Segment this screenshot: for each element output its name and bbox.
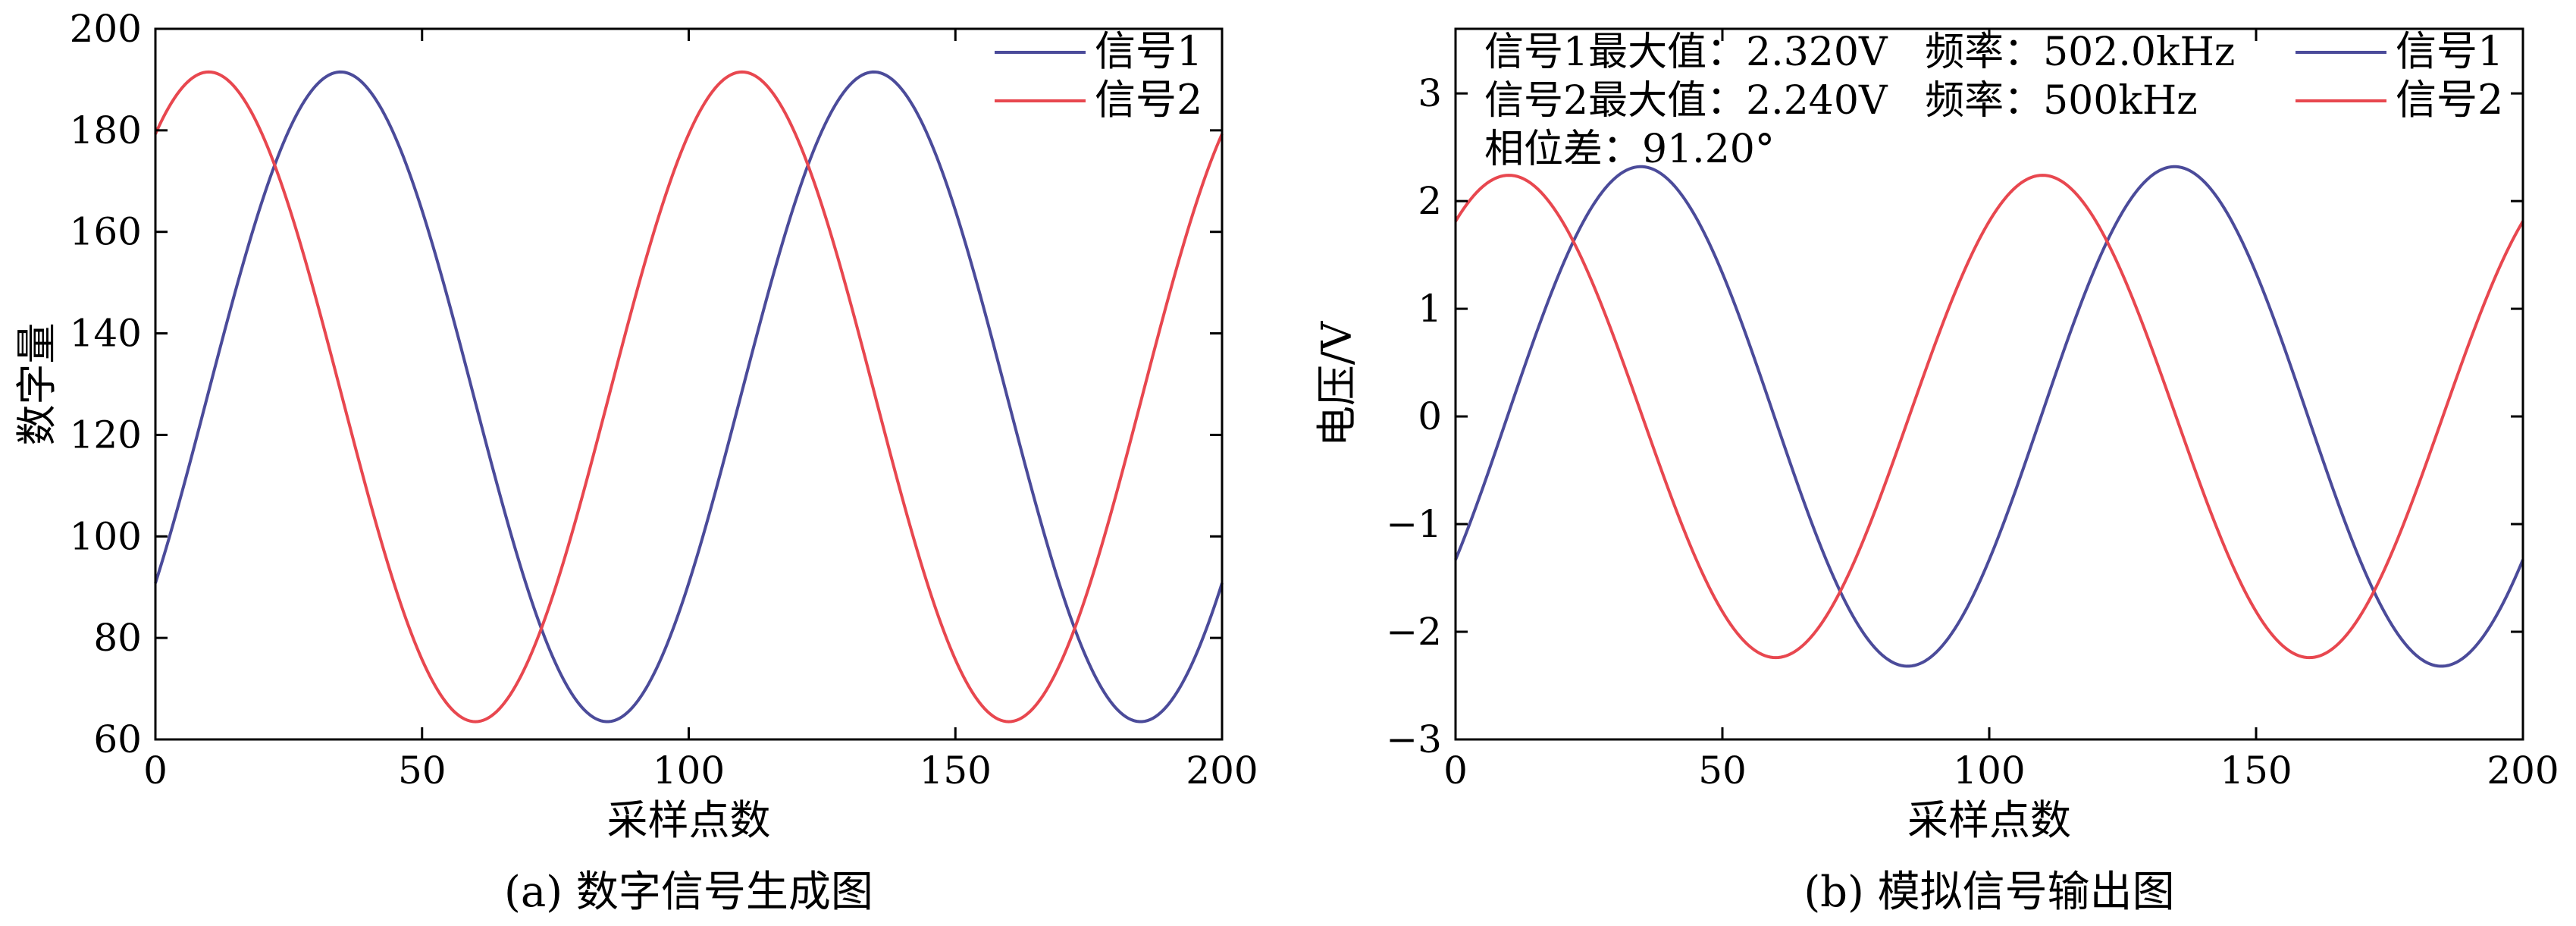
x-tick-label: 200 bbox=[2487, 749, 2559, 793]
annotation-line-1: 信号1最大值：2.320V 频率：502.0kHz bbox=[1484, 30, 2235, 75]
y-tick-label: −3 bbox=[1386, 717, 1442, 761]
y-tick-label: 160 bbox=[70, 210, 142, 254]
series-line-1 bbox=[1454, 165, 2524, 668]
y-tick-label: 0 bbox=[1418, 394, 1442, 438]
legend-label-1: 信号1 bbox=[2396, 27, 2503, 75]
x-axis-title: 采样点数 bbox=[1907, 796, 2071, 844]
legend-label-2: 信号2 bbox=[1095, 76, 1202, 124]
x-tick-label: 50 bbox=[1698, 749, 1747, 793]
y-tick-label: 60 bbox=[93, 717, 142, 761]
x-tick-label: 150 bbox=[920, 749, 992, 793]
y-axis-title: 电压/V bbox=[1313, 321, 1361, 447]
x-tick-label: 150 bbox=[2220, 749, 2292, 793]
y-tick-label: 200 bbox=[70, 7, 142, 51]
x-tick-label: 100 bbox=[653, 749, 725, 793]
y-tick-label: −1 bbox=[1386, 502, 1442, 546]
series-line-2 bbox=[154, 70, 1224, 724]
y-tick-label: 3 bbox=[1418, 71, 1442, 115]
annotation-line-3: 相位差：91.20° bbox=[1484, 127, 1775, 172]
legend-label-1: 信号1 bbox=[1095, 27, 1202, 75]
series-line-2 bbox=[1454, 174, 2524, 660]
chart-panel-a: 0 50 100 150 200 60 80 100 120 140 160 180 200 采样点数 数字… bbox=[13, 7, 1258, 917]
x-tick-label: 100 bbox=[1953, 749, 2025, 793]
y-tick-label: −2 bbox=[1386, 610, 1442, 654]
x-tick-label: 50 bbox=[398, 749, 447, 793]
y-tick-label: 140 bbox=[70, 312, 142, 356]
series-line-1 bbox=[154, 70, 1224, 724]
x-tick-label: 200 bbox=[1186, 749, 1258, 793]
y-tick-label: 80 bbox=[93, 616, 142, 660]
y-tick-label: 100 bbox=[70, 514, 142, 558]
x-tick-label: 0 bbox=[143, 749, 168, 793]
annotation-line-2: 信号2最大值：2.240V 频率：500kHz bbox=[1484, 78, 2198, 124]
y-tick-label: 120 bbox=[70, 413, 142, 457]
x-axis-title: 采样点数 bbox=[607, 796, 771, 844]
y-tick-label: 180 bbox=[70, 108, 142, 152]
y-tick-label: 2 bbox=[1418, 179, 1442, 223]
y-tick-label: 1 bbox=[1418, 287, 1442, 331]
figure-caption: (a) 数字信号生成图 bbox=[504, 868, 873, 917]
y-axis-title: 数字量 bbox=[13, 323, 61, 446]
figure-caption: (b) 模拟信号输出图 bbox=[1804, 868, 2174, 917]
x-tick-label: 0 bbox=[1443, 749, 1468, 793]
legend-label-2: 信号2 bbox=[2396, 76, 2503, 124]
